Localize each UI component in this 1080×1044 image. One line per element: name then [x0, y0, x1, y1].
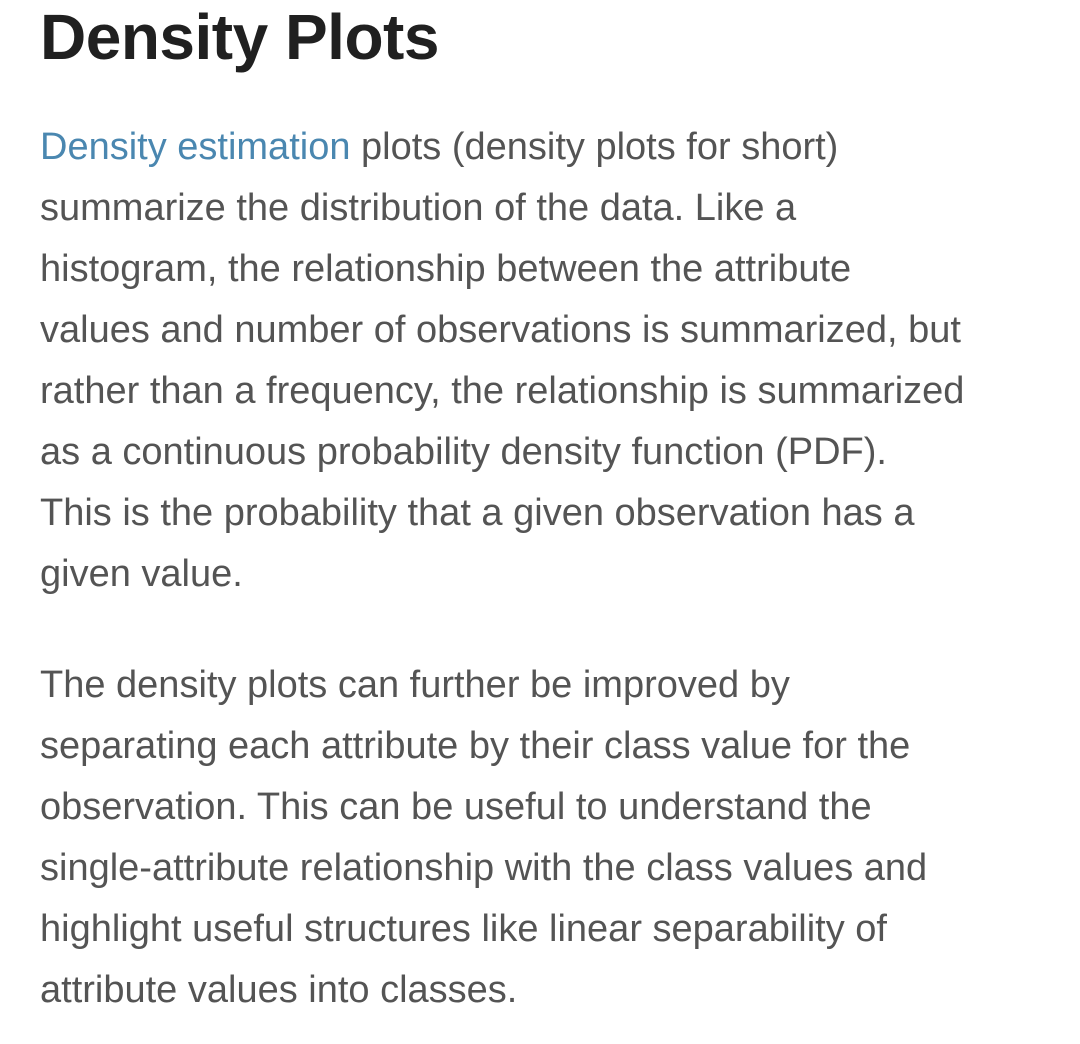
paragraph-line: given value. — [40, 553, 243, 595]
paragraph-line: as a continuous probability density func… — [40, 431, 887, 473]
paragraph-line: summarize the distribution of the data. … — [40, 187, 797, 229]
paragraph-line-text: plots (density plots for short) — [350, 126, 839, 168]
paragraph-line: Density estimation plots (density plots … — [40, 117, 1060, 178]
paragraph-line: values and number of observations is sum… — [40, 309, 961, 351]
page-title: Density Plots — [40, 1, 439, 73]
paragraph-line: This is the probability that a given obs… — [40, 492, 915, 534]
paragraph-line: separating each attribute by their class… — [40, 725, 911, 767]
paragraph-class-separation: The density plots can further be improve… — [40, 655, 1060, 1021]
paragraph-line: histogram, the relationship between the … — [40, 248, 852, 290]
paragraph-line: observation. This can be useful to under… — [40, 786, 872, 828]
paragraph-line: The density plots can further be improve… — [40, 664, 790, 706]
paragraph-line: attribute values into classes. — [40, 969, 518, 1011]
paragraph-line: single-attribute relationship with the c… — [40, 847, 928, 889]
paragraph-line: rather than a frequency, the relationshi… — [40, 370, 965, 412]
density-estimation-link[interactable]: Density estimation — [40, 126, 351, 168]
paragraph-line: highlight useful structures like linear … — [40, 908, 887, 950]
paragraph-density-estimation: Density estimation plots (density plots … — [40, 117, 1060, 605]
